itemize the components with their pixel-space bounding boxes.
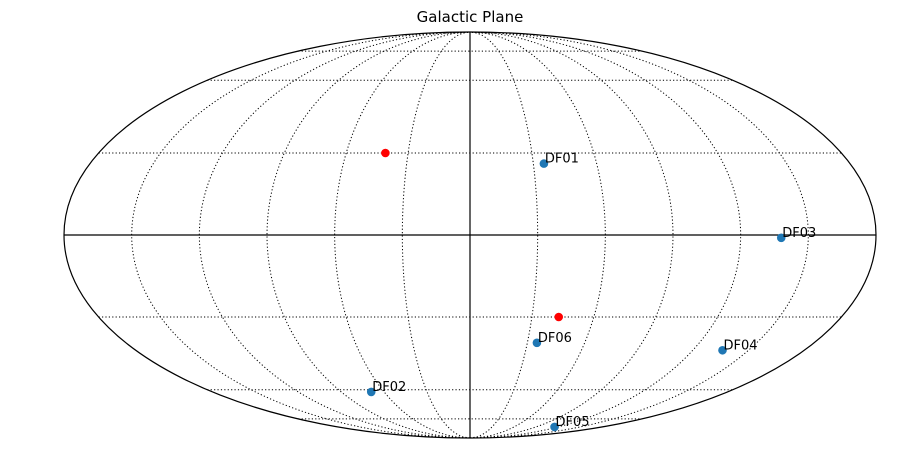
point-df05 bbox=[550, 422, 559, 432]
projection-outline bbox=[63, 31, 877, 439]
point-df02 bbox=[366, 387, 376, 397]
meridian-line bbox=[469, 31, 674, 439]
point-label-df01: DF01 bbox=[545, 152, 579, 167]
point-label-df05: DF05 bbox=[556, 415, 590, 430]
point-df04 bbox=[718, 345, 727, 355]
point-df06 bbox=[532, 338, 542, 348]
meridian-line bbox=[198, 31, 471, 439]
meridian-line bbox=[401, 31, 471, 439]
point-label-df06: DF06 bbox=[538, 331, 572, 346]
point-df03 bbox=[776, 233, 786, 243]
chart-title: Galactic Plane bbox=[417, 8, 524, 26]
meridian-line bbox=[266, 31, 471, 439]
point-labels: DF01 DF02 DF03 DF04 DF05 DF06 bbox=[372, 152, 816, 430]
point-label-df04: DF04 bbox=[724, 338, 758, 353]
meridian-line bbox=[469, 31, 742, 439]
point-df01 bbox=[539, 159, 549, 168]
point-marker bbox=[381, 148, 390, 158]
point-marker bbox=[554, 312, 564, 322]
point-label-df02: DF02 bbox=[372, 380, 406, 395]
data-points bbox=[366, 148, 786, 432]
axes-lines bbox=[63, 31, 877, 439]
point-label-df03: DF03 bbox=[782, 226, 816, 241]
